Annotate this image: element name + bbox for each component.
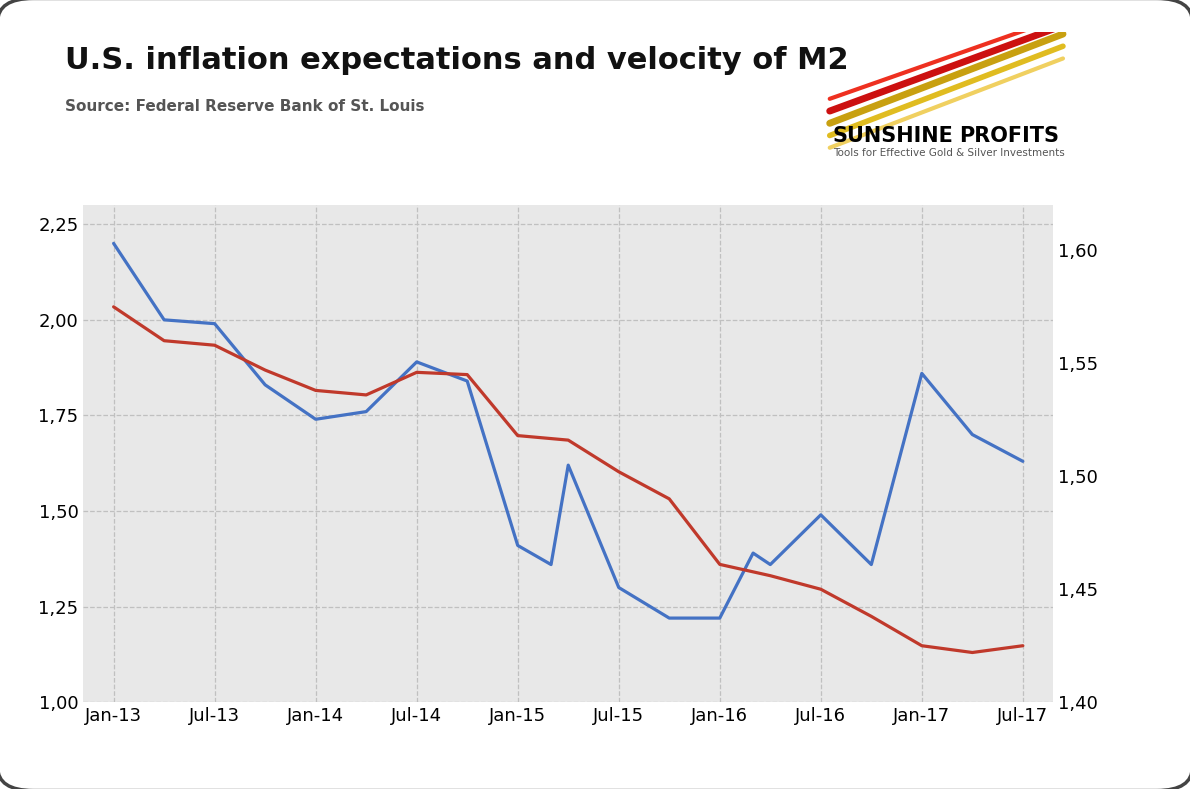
Text: PROFITS: PROFITS bbox=[959, 126, 1059, 146]
Text: SUNSHINE: SUNSHINE bbox=[833, 126, 954, 146]
Text: Source: Federal Reserve Bank of St. Louis: Source: Federal Reserve Bank of St. Loui… bbox=[65, 99, 425, 114]
Text: U.S. inflation expectations and velocity of M2: U.S. inflation expectations and velocity… bbox=[65, 46, 850, 75]
Text: Tools for Effective Gold & Silver Investments: Tools for Effective Gold & Silver Invest… bbox=[833, 148, 1065, 159]
